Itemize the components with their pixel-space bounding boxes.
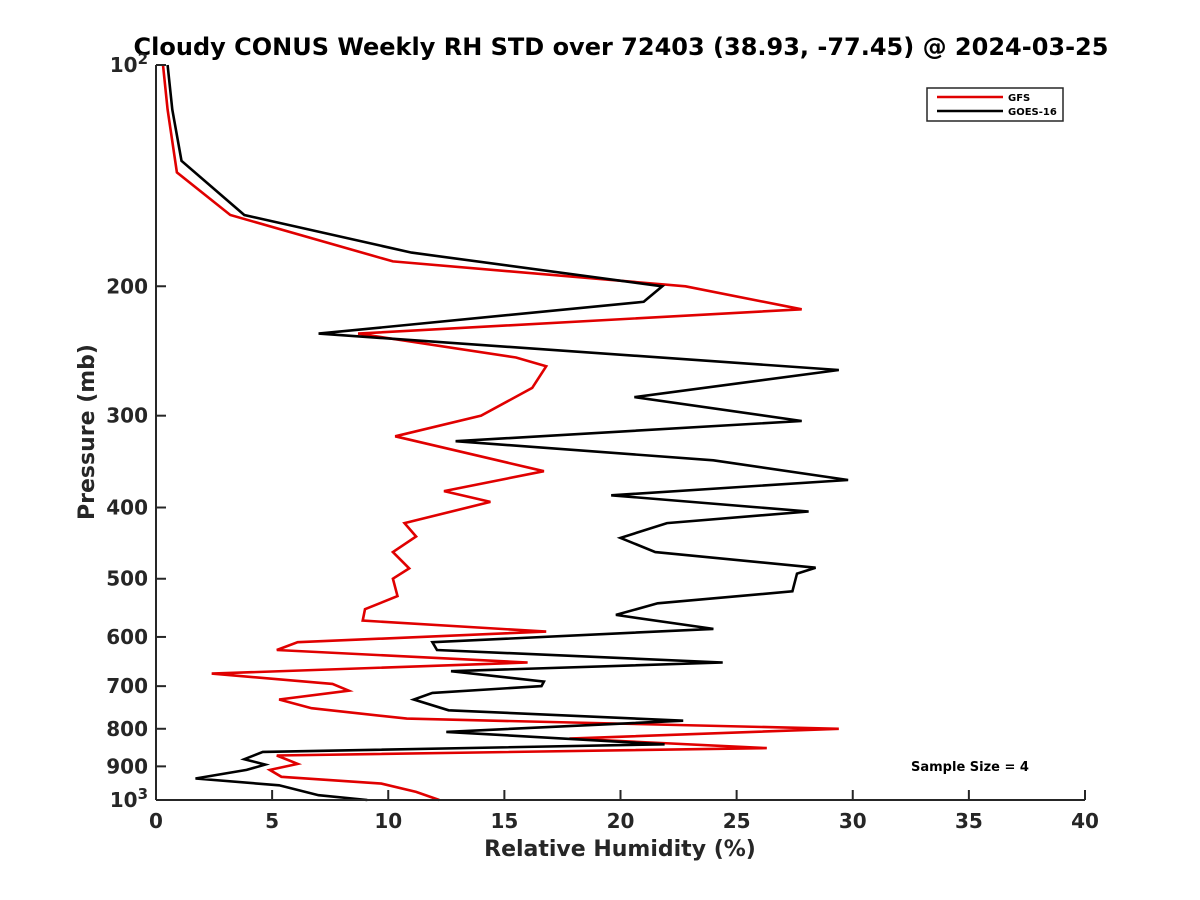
y-tick-label: 800 <box>106 717 148 741</box>
y-tick-label: 102 <box>110 50 148 77</box>
y-tick-label: 300 <box>106 404 148 428</box>
y-tick-label: 600 <box>106 625 148 649</box>
x-tick-label: 25 <box>723 809 751 833</box>
x-tick-label: 15 <box>490 809 518 833</box>
y-tick-label: 400 <box>106 496 148 520</box>
y-tick-label: 700 <box>106 674 148 698</box>
y-tick-label: 200 <box>106 274 148 298</box>
series-layer <box>161 64 849 802</box>
x-tick-label: 40 <box>1071 809 1099 833</box>
y-axis-label: Pressure (mb) <box>75 344 100 520</box>
legend: GFS GOES-16 <box>926 87 1064 122</box>
x-axis-ticks: 0 5 10 15 20 25 30 35 40 <box>149 790 1099 833</box>
y-tick-label: 103 <box>110 785 148 812</box>
x-axis-label: Relative Humidity (%) <box>484 837 756 862</box>
x-tick-label: 20 <box>607 809 635 833</box>
x-tick-label: 35 <box>955 809 983 833</box>
legend-label-gfs: GFS <box>1008 93 1030 104</box>
x-tick-label: 30 <box>839 809 867 833</box>
series-line-goes16 <box>166 64 849 802</box>
x-tick-label: 0 <box>149 809 163 833</box>
y-tick-label: 500 <box>106 567 148 591</box>
y-axis-ticks: 102 200 300 400 500 600 700 800 900 103 <box>106 50 166 812</box>
legend-label-goes16: GOES-16 <box>1008 107 1057 118</box>
sample-size-annotation: Sample Size = 4 <box>911 760 1029 775</box>
chart-title: Cloudy CONUS Weekly RH STD over 72403 (3… <box>134 33 1109 61</box>
y-tick-label: 900 <box>106 754 148 778</box>
legend-box <box>926 87 1064 122</box>
x-tick-label: 5 <box>265 809 279 833</box>
x-tick-label: 10 <box>374 809 402 833</box>
